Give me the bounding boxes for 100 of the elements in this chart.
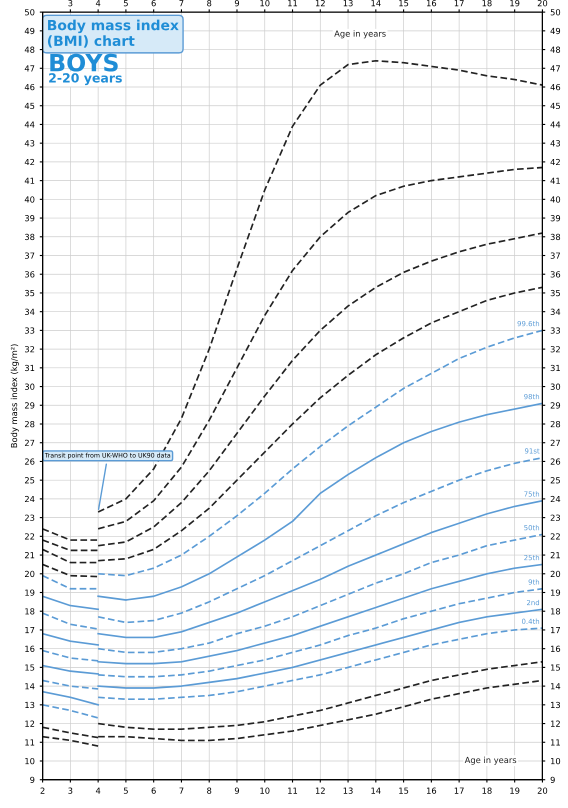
- y2-tick-label: 36: [550, 271, 560, 278]
- y-tick-label: 48: [24, 46, 34, 53]
- y-tick-label: 19: [25, 589, 34, 596]
- y-tick-label: 26: [24, 458, 34, 465]
- y-tick-label: 15: [25, 664, 34, 671]
- x-tick-label: 14: [371, 788, 381, 794]
- x2-tick-label: 5: [124, 0, 128, 6]
- x-tick-label: 9: [234, 788, 240, 794]
- x2-tick-label: 8: [207, 0, 212, 6]
- x2-tick-label: 19: [510, 0, 520, 6]
- y2-tick-label: 31: [550, 364, 560, 372]
- y-tick-label: 44: [24, 122, 34, 128]
- x-tick-label: 3: [68, 788, 72, 794]
- y-tick-label: 47: [24, 65, 34, 72]
- text: BOYS: [50, 54, 118, 72]
- y-tick-label: 32: [24, 346, 34, 352]
- y-tick-label: 49: [24, 28, 34, 34]
- y2-tick-label: 45: [550, 102, 560, 110]
- y-tick-label: 37: [24, 252, 34, 259]
- y2-tick-label: 49: [550, 28, 560, 34]
- x2-tick-label: 20: [538, 0, 548, 6]
- x-tick-label: 16: [426, 788, 436, 794]
- x-tick-label: 4: [96, 788, 100, 794]
- x-tick-label: 13: [344, 788, 353, 794]
- y-tick-label: 43: [24, 140, 34, 146]
- y-tick-label: 42: [24, 158, 34, 166]
- y2-tick-label: 22: [550, 533, 560, 540]
- x-tick-label: 6: [152, 788, 156, 794]
- x-tick-label: 10: [260, 788, 270, 794]
- y2-tick-label: 15: [550, 664, 560, 671]
- annotation: Age in years: [334, 30, 386, 38]
- y2-tick-label: 13: [550, 702, 560, 708]
- y2-tick-label: 30: [550, 384, 560, 390]
- y-tick-label: 12: [25, 720, 34, 727]
- x2-tick-label: 16: [426, 0, 436, 6]
- y2-tick-label: 17: [550, 627, 560, 634]
- y2-tick-label: 34: [550, 308, 560, 315]
- y-tick-label: 23: [24, 514, 34, 521]
- y-tick-label: 28: [24, 420, 34, 428]
- y-tick-label: 10: [25, 758, 34, 764]
- x2-tick-label: 11: [288, 0, 298, 6]
- y2-tick-label: 38: [550, 234, 560, 240]
- x2-tick-label: 6: [152, 0, 156, 6]
- y-tick-label: 50: [25, 9, 34, 16]
- y-tick-label: 35: [24, 290, 34, 296]
- x2-tick-label: 7: [179, 0, 184, 6]
- y2-tick-label: 46: [550, 84, 560, 90]
- y-tick-label: 22: [24, 533, 34, 540]
- y2-tick-label: 48: [550, 46, 560, 53]
- y-axis-title: Body mass index (kg/m²): [10, 344, 19, 448]
- y2-tick-label: 29: [550, 402, 560, 409]
- x2-tick-label: 10: [260, 0, 270, 6]
- y-tick-label: 38: [24, 234, 34, 240]
- y2-tick-label: 16: [550, 646, 560, 652]
- x2-tick-label: 14: [371, 0, 381, 6]
- x-tick-label: 19: [510, 788, 520, 794]
- y-tick-label: 29: [24, 402, 34, 409]
- y2-tick-label: 44: [550, 122, 560, 128]
- y2-tick-label: 21: [550, 552, 560, 558]
- y2-tick-label: 20: [550, 570, 560, 578]
- y-tick-label: 40: [24, 196, 34, 203]
- y2-tick-label: 40: [550, 196, 560, 203]
- x-tick-label: 8: [207, 788, 212, 794]
- x-tick-label: 2: [40, 788, 44, 794]
- y-tick-label: 45: [24, 102, 34, 110]
- y2-tick-label: 14: [550, 683, 560, 690]
- y-tick-label: 21: [24, 552, 34, 558]
- y-tick-label: 36: [24, 271, 34, 278]
- y2-tick-label: 11: [550, 739, 560, 746]
- x-tick-label: 15: [399, 788, 408, 794]
- y-tick-label: 11: [25, 739, 34, 746]
- y2-tick-label: 24: [550, 496, 560, 502]
- y2-tick-label: 43: [550, 140, 560, 146]
- y-tick-label: 17: [25, 627, 34, 634]
- y-tick-label: 30: [24, 384, 34, 390]
- y-tick-label: 16: [25, 646, 34, 652]
- y-tick-label: 31: [24, 364, 34, 372]
- x-tick-label: 18: [482, 788, 492, 794]
- y2-tick-label: 35: [550, 290, 560, 296]
- y2-tick-label: 12: [550, 720, 560, 727]
- x-tick-label: 5: [124, 788, 128, 794]
- y2-tick-label: 41: [550, 178, 560, 184]
- x2-tick-label: 13: [344, 0, 353, 6]
- y2-tick-label: 47: [550, 65, 560, 72]
- x-tick-label: 12: [316, 788, 325, 794]
- y-tick-label: 25: [24, 477, 34, 484]
- y-tick-label: 27: [24, 440, 34, 446]
- y2-tick-label: 25: [550, 477, 560, 484]
- y2-tick-label: 37: [550, 252, 560, 259]
- x2-tick-label: 15: [399, 0, 408, 6]
- x2-tick-label: 18: [482, 0, 492, 6]
- text: Body mass index (BMI) chart: [48, 20, 179, 48]
- x2-tick-label: 12: [316, 0, 325, 6]
- y2-tick-label: 27: [550, 440, 560, 446]
- y2-tick-label: 9: [550, 776, 555, 784]
- y-tick-label: 13: [25, 702, 34, 708]
- y-tick-label: 24: [24, 496, 34, 502]
- y2-tick-label: 18: [550, 608, 560, 615]
- y-tick-label: 33: [24, 327, 34, 334]
- y-tick-label: 14: [25, 683, 34, 690]
